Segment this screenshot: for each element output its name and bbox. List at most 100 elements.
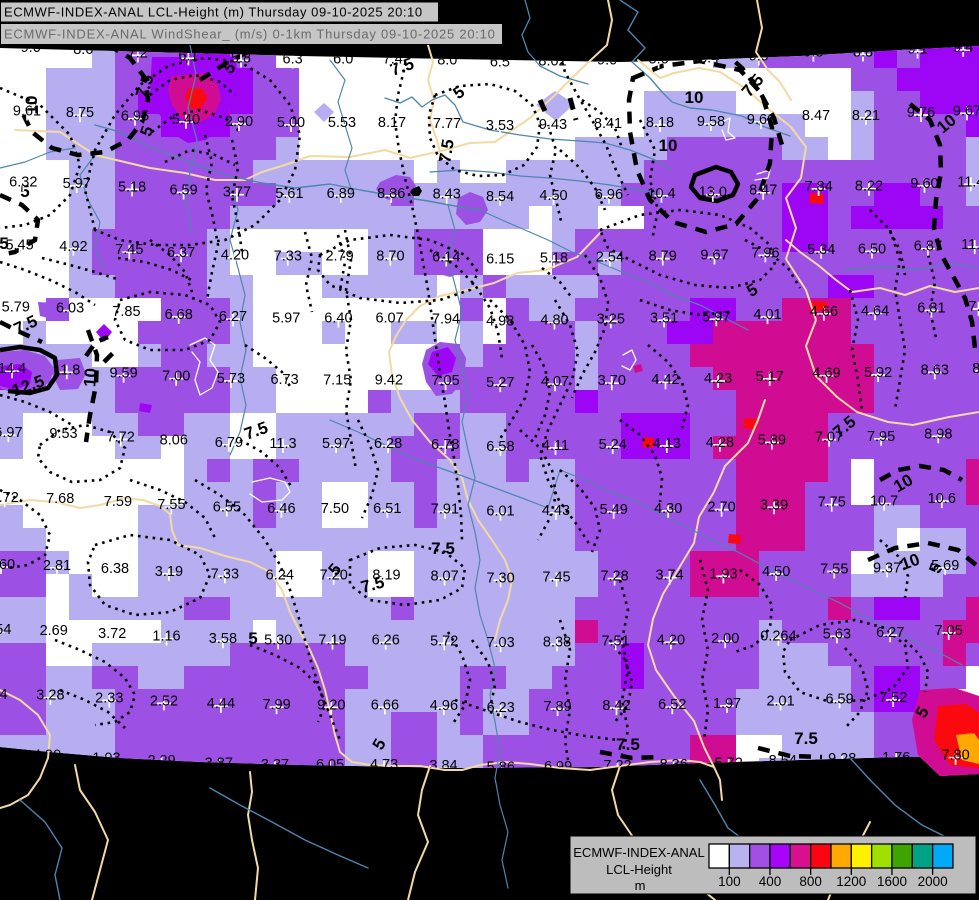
svg-text:8.17: 8.17 [378, 115, 406, 131]
svg-text:3.58: 3.58 [209, 631, 237, 647]
svg-text:7.30: 7.30 [486, 570, 514, 586]
svg-text:9.66: 9.66 [747, 112, 775, 128]
svg-text:6.26: 6.26 [372, 633, 400, 649]
svg-text:5.27: 5.27 [486, 375, 514, 391]
svg-text:6.96: 6.96 [595, 187, 623, 203]
svg-text:7.20: 7.20 [320, 568, 348, 584]
svg-text:5.89: 5.89 [758, 433, 786, 449]
svg-text:6.46: 6.46 [267, 501, 295, 517]
svg-text:5.53: 5.53 [328, 115, 356, 131]
svg-text:7.89: 7.89 [543, 699, 571, 715]
svg-text:6.78: 6.78 [431, 437, 459, 453]
svg-text:10: 10 [685, 88, 704, 107]
svg-text:3.53: 3.53 [486, 118, 514, 134]
svg-text:9.76: 9.76 [907, 105, 935, 121]
svg-text:6.89: 6.89 [327, 186, 355, 202]
svg-text:3.28: 3.28 [36, 688, 64, 704]
svg-text:2.33: 2.33 [95, 691, 123, 707]
svg-text:1.97: 1.97 [713, 696, 741, 712]
svg-text:5.72: 5.72 [430, 633, 458, 649]
svg-text:7.59: 7.59 [104, 494, 132, 510]
svg-text:8.41: 8.41 [594, 116, 622, 132]
svg-text:6.79: 6.79 [215, 435, 243, 451]
svg-text:7.50: 7.50 [321, 501, 349, 517]
svg-text:4.30: 4.30 [654, 501, 682, 517]
svg-text:ECMWF-INDEX-ANAL: ECMWF-INDEX-ANAL [573, 845, 704, 860]
svg-text:4.28: 4.28 [706, 435, 734, 451]
svg-text:5.79: 5.79 [2, 299, 30, 315]
svg-text:5.49: 5.49 [600, 502, 628, 518]
svg-text:8.18: 8.18 [646, 115, 674, 131]
svg-text:8.19: 8.19 [372, 568, 400, 584]
svg-text:9.37: 9.37 [873, 560, 901, 576]
svg-text:4.98: 4.98 [486, 313, 514, 329]
svg-text:6.27: 6.27 [219, 309, 247, 325]
svg-text:3.72: 3.72 [98, 626, 126, 642]
svg-text:9.0: 9.0 [21, 40, 41, 56]
svg-text:6.14: 6.14 [432, 250, 460, 266]
svg-text:11.6: 11.6 [961, 237, 979, 253]
svg-text:1.60: 1.60 [0, 557, 15, 573]
svg-text:6.87: 6.87 [914, 239, 942, 255]
svg-text:m: m [635, 878, 646, 893]
svg-text:6.01: 6.01 [486, 504, 514, 520]
svg-text:5.40: 5.40 [172, 112, 200, 128]
svg-text:5.18: 5.18 [540, 251, 568, 267]
svg-text:10: 10 [80, 367, 101, 388]
svg-text:7.95: 7.95 [867, 429, 895, 445]
svg-text:2.52: 2.52 [150, 693, 178, 709]
svg-text:3.51: 3.51 [650, 310, 678, 326]
svg-text:8.86: 8.86 [377, 186, 405, 202]
svg-text:7.03: 7.03 [486, 635, 514, 651]
svg-text:7.55: 7.55 [820, 562, 848, 578]
svg-text:7.5: 7.5 [435, 138, 458, 165]
svg-text:4.80: 4.80 [540, 313, 568, 329]
svg-text:7.91: 7.91 [431, 502, 459, 518]
svg-text:6.37: 6.37 [167, 245, 195, 261]
svg-text:7.19: 7.19 [318, 633, 346, 649]
svg-text:5.97: 5.97 [272, 310, 300, 326]
svg-text:6.32: 6.32 [9, 174, 37, 190]
svg-text:0.264: 0.264 [760, 629, 796, 645]
svg-text:7.00: 7.00 [162, 369, 190, 385]
svg-text:4.50: 4.50 [762, 564, 790, 580]
svg-text:1.93: 1.93 [709, 566, 737, 582]
svg-text:7.5: 7.5 [431, 539, 455, 558]
svg-text:7.15: 7.15 [323, 372, 351, 388]
svg-text:7.5: 7.5 [794, 729, 818, 748]
svg-text:4.20: 4.20 [221, 248, 249, 264]
svg-text:4.64: 4.64 [861, 303, 889, 319]
svg-text:9.61: 9.61 [13, 104, 41, 120]
svg-text:4.11: 4.11 [542, 438, 569, 454]
svg-text:3.25: 3.25 [597, 311, 625, 327]
svg-text:5.18: 5.18 [118, 179, 146, 195]
svg-text:4.50: 4.50 [539, 188, 567, 204]
svg-text:4.01: 4.01 [753, 307, 781, 323]
svg-text:7.55: 7.55 [157, 497, 185, 513]
svg-text:7.68: 7.68 [46, 491, 74, 507]
svg-text:8.98: 8.98 [924, 426, 952, 442]
svg-text:2.00: 2.00 [711, 631, 739, 647]
svg-text:2.54: 2.54 [0, 622, 11, 638]
svg-text:9.42: 9.42 [375, 372, 403, 388]
svg-text:6.59: 6.59 [825, 691, 853, 707]
svg-text:4.42: 4.42 [651, 372, 679, 388]
svg-text:4.07: 4.07 [541, 374, 569, 390]
svg-text:6.50: 6.50 [858, 242, 886, 258]
svg-text:8.07: 8.07 [430, 569, 458, 585]
svg-text:5.97: 5.97 [63, 176, 91, 192]
svg-text:6.73: 6.73 [270, 372, 298, 388]
svg-text:5.72: 5.72 [0, 490, 19, 506]
svg-text:5: 5 [20, 182, 29, 201]
svg-text:7.07: 7.07 [815, 430, 843, 446]
svg-text:4.44: 4.44 [207, 696, 235, 712]
svg-text:9.67: 9.67 [700, 248, 728, 264]
svg-text:8.21: 8.21 [852, 108, 880, 124]
svg-text:6.52: 6.52 [658, 697, 686, 713]
svg-text:6.24: 6.24 [266, 568, 294, 584]
svg-text:3.74: 3.74 [655, 568, 683, 584]
svg-text:5.69: 5.69 [931, 558, 959, 574]
svg-text:8.47: 8.47 [802, 108, 830, 124]
svg-text:6.38: 6.38 [101, 561, 129, 577]
svg-text:6.55: 6.55 [213, 500, 241, 516]
